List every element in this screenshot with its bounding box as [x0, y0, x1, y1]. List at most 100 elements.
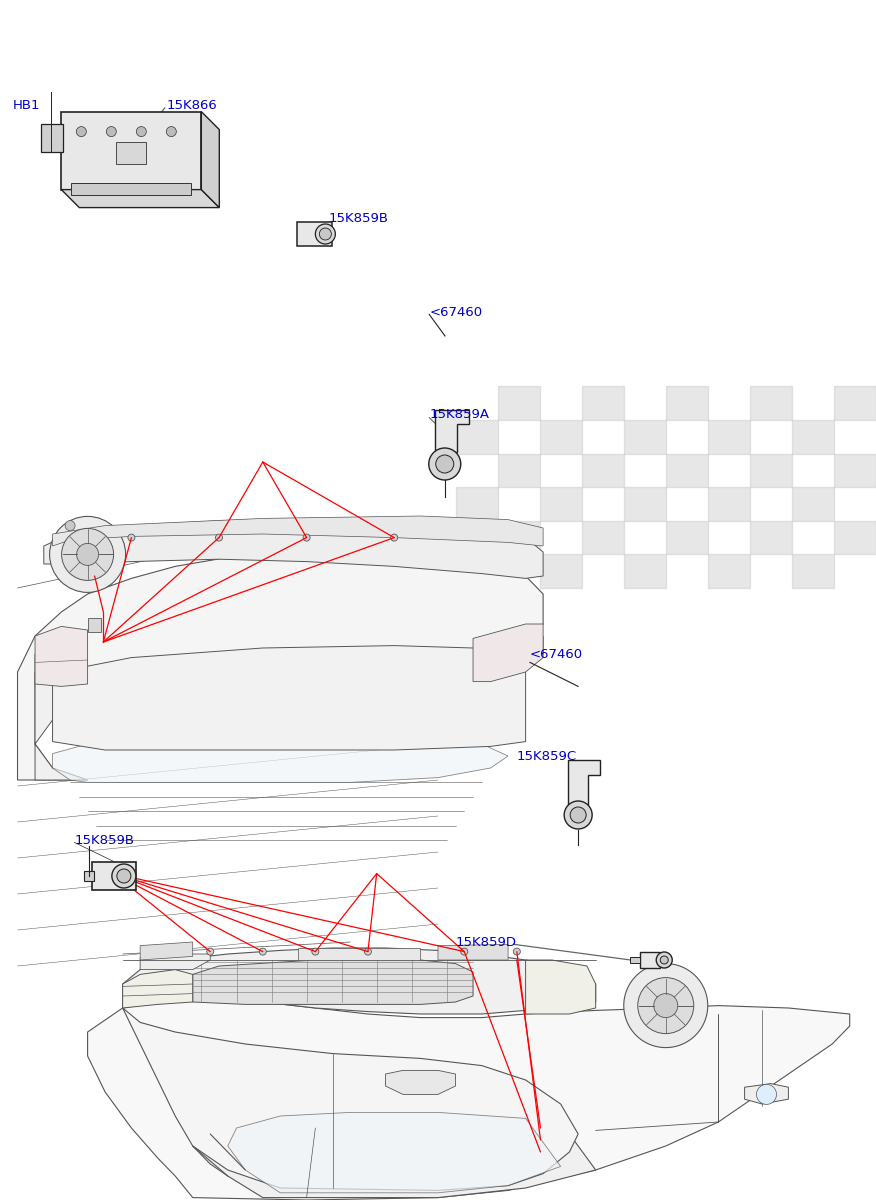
Bar [666, 386, 708, 420]
Text: 15K866: 15K866 [166, 100, 217, 112]
Bar [750, 521, 792, 554]
Bar [582, 521, 624, 554]
Bar [456, 487, 498, 521]
Circle shape [112, 864, 136, 888]
Polygon shape [35, 626, 88, 686]
Circle shape [76, 126, 87, 137]
Circle shape [315, 224, 336, 244]
Polygon shape [18, 542, 543, 780]
Polygon shape [53, 742, 508, 782]
Circle shape [461, 948, 468, 955]
Text: 15K859D: 15K859D [456, 936, 517, 948]
Text: HB1: HB1 [13, 100, 40, 112]
Bar [61, 112, 201, 190]
Bar [750, 454, 792, 487]
Circle shape [435, 455, 454, 473]
Bar [582, 454, 624, 487]
Polygon shape [61, 190, 219, 208]
Text: <67460: <67460 [429, 306, 483, 318]
Bar [456, 420, 498, 454]
Bar [71, 182, 191, 194]
Circle shape [653, 994, 678, 1018]
Polygon shape [526, 960, 596, 1014]
Bar [624, 554, 666, 588]
Polygon shape [53, 516, 543, 546]
Polygon shape [228, 1112, 561, 1193]
Circle shape [638, 978, 694, 1033]
Bar [540, 420, 582, 454]
Polygon shape [438, 944, 508, 960]
Bar [540, 487, 582, 521]
Bar [834, 454, 876, 487]
Circle shape [259, 948, 266, 955]
Circle shape [320, 228, 331, 240]
Bar [708, 487, 750, 521]
Bar [540, 554, 582, 588]
Circle shape [364, 948, 371, 955]
Circle shape [106, 126, 117, 137]
Text: 15K859C: 15K859C [517, 750, 577, 762]
Polygon shape [53, 646, 526, 750]
Circle shape [50, 516, 125, 593]
Bar [640, 952, 661, 968]
Circle shape [128, 534, 135, 541]
Bar [834, 386, 876, 420]
Circle shape [137, 126, 146, 137]
Bar [792, 420, 834, 454]
Bar [582, 386, 624, 420]
Bar [792, 554, 834, 588]
Bar [708, 554, 750, 588]
Circle shape [661, 956, 668, 964]
Circle shape [513, 948, 520, 955]
Bar [498, 386, 540, 420]
Bar [666, 521, 708, 554]
Text: 15K859A: 15K859A [429, 408, 489, 420]
Bar [117, 142, 146, 163]
Text: scuderia: scuderia [133, 637, 480, 707]
Text: <67460: <67460 [530, 648, 583, 660]
Text: c  r  p  t  s: c r p t s [230, 610, 384, 638]
Polygon shape [140, 942, 193, 960]
Polygon shape [88, 998, 850, 1200]
Polygon shape [123, 948, 596, 1014]
Circle shape [624, 964, 708, 1048]
Circle shape [570, 806, 586, 823]
Bar [624, 420, 666, 454]
Bar [708, 420, 750, 454]
Bar [624, 487, 666, 521]
Circle shape [391, 534, 398, 541]
Polygon shape [44, 518, 543, 578]
Polygon shape [745, 1084, 788, 1104]
Polygon shape [385, 1070, 456, 1094]
Polygon shape [123, 970, 193, 1008]
Polygon shape [193, 1104, 596, 1198]
Polygon shape [140, 954, 210, 970]
Circle shape [76, 544, 99, 565]
Polygon shape [35, 636, 543, 780]
Text: 15K859B: 15K859B [74, 834, 134, 846]
Bar [834, 521, 876, 554]
Bar [92, 862, 136, 890]
Bar [297, 222, 332, 246]
Polygon shape [473, 624, 543, 682]
Circle shape [117, 869, 131, 883]
Bar [498, 454, 540, 487]
Bar [84, 871, 94, 881]
Circle shape [656, 952, 672, 968]
Text: 15K859B: 15K859B [328, 212, 388, 224]
Polygon shape [434, 410, 469, 452]
Circle shape [215, 534, 223, 541]
Polygon shape [123, 1008, 578, 1190]
Bar [498, 521, 540, 554]
Bar [456, 554, 498, 588]
Polygon shape [298, 948, 420, 960]
Circle shape [564, 802, 592, 829]
Bar [630, 958, 640, 962]
Circle shape [312, 948, 319, 955]
Circle shape [757, 1085, 776, 1104]
Circle shape [207, 948, 214, 955]
Circle shape [61, 528, 114, 581]
Circle shape [166, 126, 176, 137]
Circle shape [303, 534, 310, 541]
Circle shape [65, 521, 75, 530]
